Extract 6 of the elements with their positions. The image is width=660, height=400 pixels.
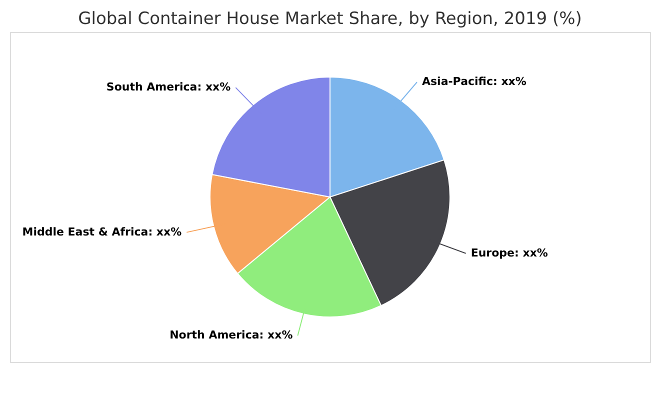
chart-title: Global Container House Market Share, by Region, 2019 (%) [78, 9, 582, 29]
slice-label: South America: xx% [106, 80, 231, 94]
slice-label: Asia-Pacific: xx% [422, 75, 526, 88]
slice-label: North America: xx% [170, 328, 293, 342]
slice-label: Middle East & Africa: xx% [22, 225, 182, 238]
slice-label: Europe: xx% [470, 246, 548, 260]
